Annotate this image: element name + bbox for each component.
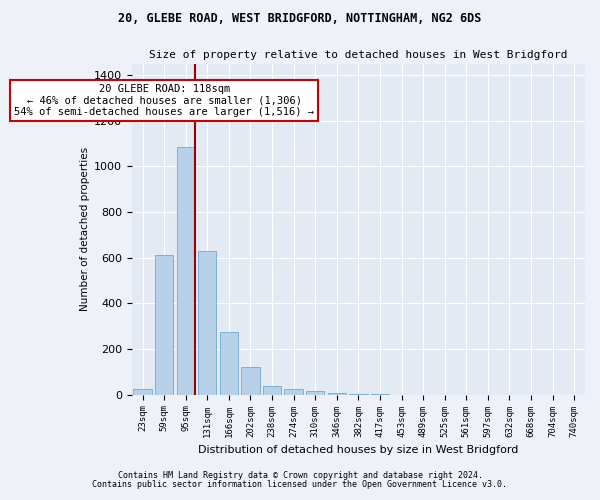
Y-axis label: Number of detached properties: Number of detached properties <box>80 147 90 311</box>
Bar <box>306 392 325 394</box>
Text: 20, GLEBE ROAD, WEST BRIDGFORD, NOTTINGHAM, NG2 6DS: 20, GLEBE ROAD, WEST BRIDGFORD, NOTTINGH… <box>118 12 482 26</box>
Bar <box>198 251 217 394</box>
Bar <box>176 147 195 394</box>
Text: 20 GLEBE ROAD: 118sqm
← 46% of detached houses are smaller (1,306)
54% of semi-d: 20 GLEBE ROAD: 118sqm ← 46% of detached … <box>14 84 314 117</box>
Title: Size of property relative to detached houses in West Bridgford: Size of property relative to detached ho… <box>149 50 568 60</box>
Text: Contains public sector information licensed under the Open Government Licence v3: Contains public sector information licen… <box>92 480 508 489</box>
Bar <box>328 393 346 394</box>
Bar <box>241 368 260 394</box>
X-axis label: Distribution of detached houses by size in West Bridgford: Distribution of detached houses by size … <box>198 445 518 455</box>
Bar <box>155 256 173 394</box>
Text: Contains HM Land Registry data © Crown copyright and database right 2024.: Contains HM Land Registry data © Crown c… <box>118 471 482 480</box>
Bar <box>133 389 152 394</box>
Bar <box>263 386 281 394</box>
Bar <box>220 332 238 394</box>
Bar <box>284 389 303 394</box>
